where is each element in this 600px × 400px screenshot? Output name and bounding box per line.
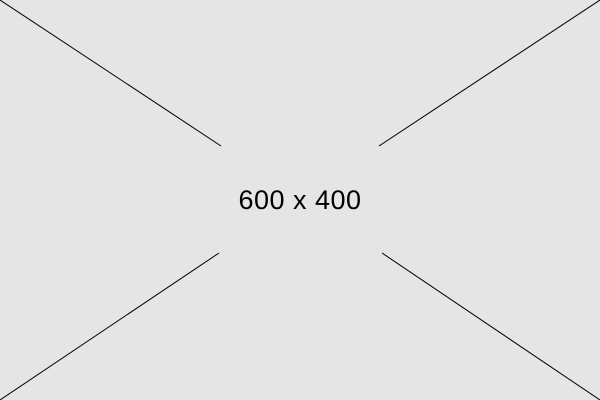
diagonal-top-left bbox=[0, 0, 222, 147]
diagonal-bottom-left bbox=[0, 252, 220, 400]
diagonal-top-right bbox=[378, 0, 600, 147]
diagonal-bottom-right bbox=[381, 252, 600, 400]
